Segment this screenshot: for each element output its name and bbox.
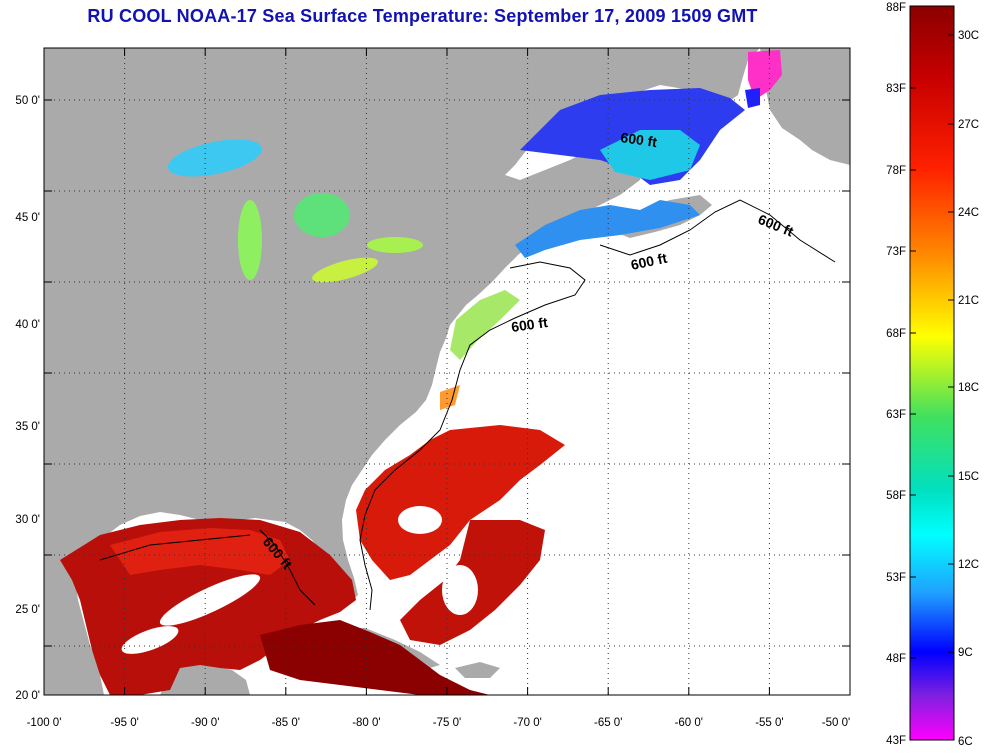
cb-f-78: 78F: [886, 165, 906, 177]
lat-label-35: 35 0': [15, 421, 40, 433]
shelf-sst: [450, 290, 520, 360]
lon-label-100: -100 0': [27, 717, 62, 729]
north-america-land: [44, 48, 760, 695]
lat-label-25: 25 0': [15, 604, 40, 616]
great-lakes-sst: [167, 139, 423, 283]
newfoundland-land: [760, 48, 850, 165]
lon-ticks: [124, 48, 770, 695]
cb-f-73: 73F: [886, 246, 906, 258]
contour-label-gulfofmaine: 600 ft: [629, 250, 668, 273]
colorbar: [909, 5, 955, 741]
lat-label-20: 20 0': [15, 690, 40, 702]
cb-f-68: 68F: [886, 328, 906, 340]
cb-f-58: 58F: [886, 490, 906, 502]
lat-label-30: 30 0': [15, 514, 40, 526]
cb-f-48: 48F: [886, 653, 906, 665]
cb-f-43: 43F: [886, 735, 906, 747]
cb-c-9: 9C: [958, 647, 973, 659]
cb-c-24: 24C: [958, 207, 979, 219]
cb-f-83: 83F: [886, 83, 906, 95]
cb-c-15: 15C: [958, 471, 979, 483]
cb-c-6: 6C: [958, 736, 973, 748]
cb-c-27: 27C: [958, 119, 979, 131]
cold-water-sst: [515, 50, 782, 258]
lon-label-60: -60 0': [675, 717, 703, 729]
lat-label-40: 40 0': [15, 319, 40, 331]
cb-c-30: 30C: [958, 30, 979, 42]
cb-c-18: 18C: [958, 382, 979, 394]
cb-c-21: 21C: [958, 295, 979, 307]
lon-label-65: -65 0': [594, 717, 622, 729]
hispaniola-land: [455, 662, 500, 678]
lat-label-50: 50 0': [15, 95, 40, 107]
lon-label-70: -70 0': [513, 717, 541, 729]
cb-f-63: 63F: [886, 409, 906, 421]
colorbar-ticks: [910, 34, 954, 659]
lon-label-75: -75 0': [433, 717, 461, 729]
lon-label-85: -85 0': [272, 717, 300, 729]
lat-label-45: 45 0': [15, 212, 40, 224]
lat-ticks: [44, 99, 850, 647]
lon-label-95: -95 0': [110, 717, 138, 729]
contour-label-midatlantic: 600 ft: [510, 314, 549, 335]
lon-label-50: -50 0': [822, 717, 850, 729]
contour-600ft: [99, 199, 836, 611]
lon-label-80: -80 0': [352, 717, 380, 729]
lon-label-55: -55 0': [755, 717, 783, 729]
cloud-mask: [121, 506, 478, 654]
contour-label-stlawrence: 600 ft: [620, 129, 659, 150]
chart-title: RU COOL NOAA-17 Sea Surface Temperature:…: [87, 6, 758, 26]
cb-c-12: 12C: [958, 559, 979, 571]
cb-f-88: 88F: [886, 2, 906, 14]
cb-f-53: 53F: [886, 572, 906, 584]
lon-label-90: -90 0': [191, 717, 219, 729]
